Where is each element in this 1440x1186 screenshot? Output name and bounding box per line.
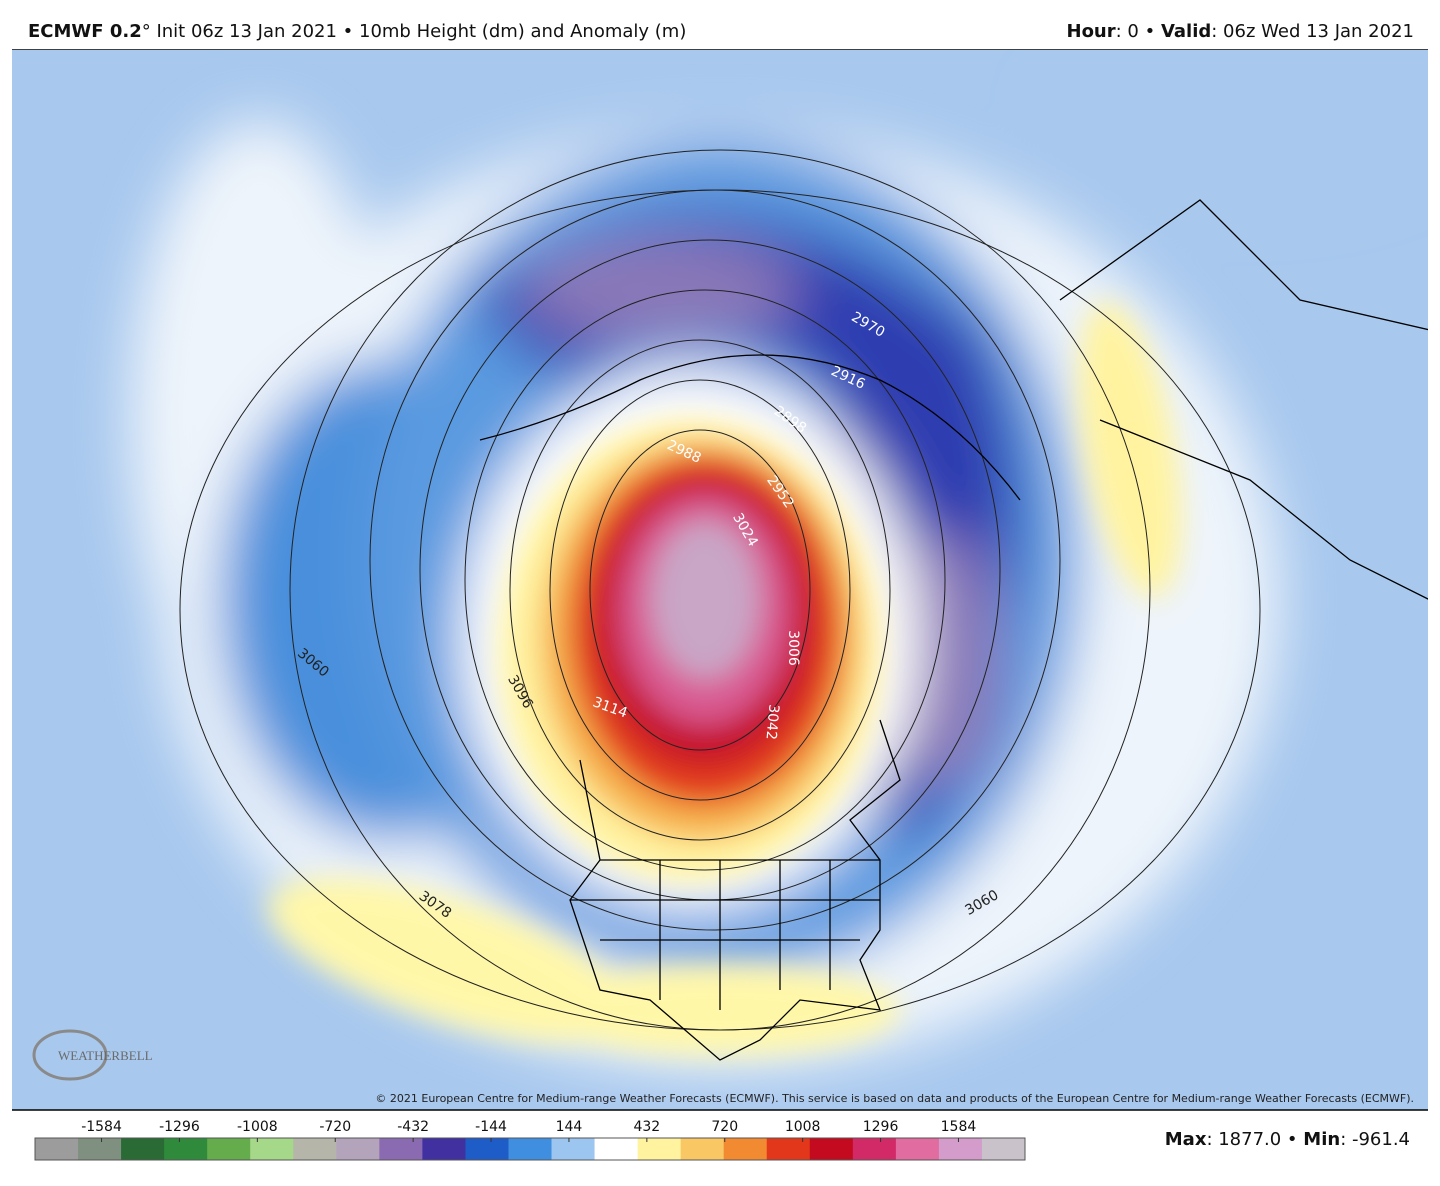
- colorbar-swatch: [594, 1138, 639, 1160]
- text-span: : -961.4: [1340, 1129, 1410, 1150]
- contour-label: 3006: [785, 630, 801, 666]
- colorbar-tick-label: -1584: [81, 1119, 122, 1135]
- text-span: Hour: [1067, 21, 1116, 42]
- colorbar-swatch: [852, 1138, 897, 1160]
- colorbar-swatch: [293, 1138, 337, 1160]
- colorbar-swatch: [637, 1138, 682, 1160]
- colorbar-swatch: [250, 1138, 294, 1160]
- colorbar-tick-label: 720: [711, 1119, 738, 1135]
- logo: WEATHERBELL: [32, 1029, 153, 1081]
- colorbar-swatch: [422, 1138, 466, 1160]
- colorbar-swatch: [766, 1138, 811, 1160]
- colorbar: -1584 -1296 -1008 -720 -432 -144 144 432 720 1008…: [34, 1119, 1026, 1161]
- colorbar-frame: [34, 1137, 1026, 1161]
- colorbar-swatch: [938, 1138, 983, 1160]
- colorbar-swatch: [895, 1138, 940, 1160]
- colorbar-tick-label: -1008: [237, 1119, 278, 1135]
- map: © 2021 European Centre for Medium-range …: [12, 50, 1428, 1110]
- colorbar-tick-label: 1584: [941, 1119, 977, 1135]
- coastlines: [479, 199, 1428, 1061]
- colorbar-tick-label: 1296: [863, 1119, 899, 1135]
- colorbar-swatch: [723, 1138, 768, 1160]
- high-anomaly: [268, 302, 1182, 1055]
- colorbar-swatch: [465, 1138, 509, 1160]
- colorbar-swatch: [207, 1138, 251, 1160]
- text-span: Min: [1303, 1129, 1340, 1150]
- contour-label: 3042: [762, 704, 781, 741]
- colorbar-swatch: [981, 1138, 1026, 1160]
- colorbar-tick-label: -720: [319, 1119, 351, 1135]
- colorbar-swatch: [551, 1138, 596, 1160]
- text-span: Max: [1165, 1129, 1207, 1150]
- header-left: ECMWF 0.2° Init 06z 13 Jan 2021 • 10mb H…: [28, 21, 686, 42]
- colorbar-swatch: [379, 1138, 423, 1160]
- colorbar-swatch: [164, 1138, 208, 1160]
- colorbar-swatch: [809, 1138, 854, 1160]
- text-span: ECMWF 0.2: [28, 21, 142, 42]
- text-span: ° Init 06z 13 Jan 2021 • 10mb Height (dm…: [142, 21, 687, 42]
- text-span: : 1877.0 •: [1206, 1129, 1303, 1150]
- stats: Max: 1877.0 • Min: -961.4: [1165, 1129, 1410, 1150]
- text-span: : 0 •: [1116, 21, 1161, 42]
- header-right: Hour: 0 • Valid: 06z Wed 13 Jan 2021: [1067, 21, 1415, 42]
- colorbar-tick-label: -432: [397, 1119, 429, 1135]
- colorbar-swatch: [680, 1138, 725, 1160]
- colorbar-tick-label: -1296: [159, 1119, 200, 1135]
- text-span: Valid: [1161, 21, 1211, 42]
- colorbar-tick-label: 432: [633, 1119, 660, 1135]
- colorbar-swatch: [121, 1138, 165, 1160]
- colorbar-swatch: [35, 1138, 79, 1160]
- colorbar-swatch: [336, 1138, 380, 1160]
- copyright: © 2021 European Centre for Medium-range …: [375, 1092, 1414, 1105]
- text-span: : 06z Wed 13 Jan 2021: [1211, 21, 1414, 42]
- colorbar-swatch: [508, 1138, 553, 1160]
- colorbar-tick-label: -144: [475, 1119, 507, 1135]
- colorbar-tick-label: 1008: [785, 1119, 821, 1135]
- colorbar-swatch: [78, 1138, 122, 1160]
- logo-text: WEATHERBELL: [58, 1048, 153, 1063]
- colorbar-tick-label: 144: [556, 1119, 583, 1135]
